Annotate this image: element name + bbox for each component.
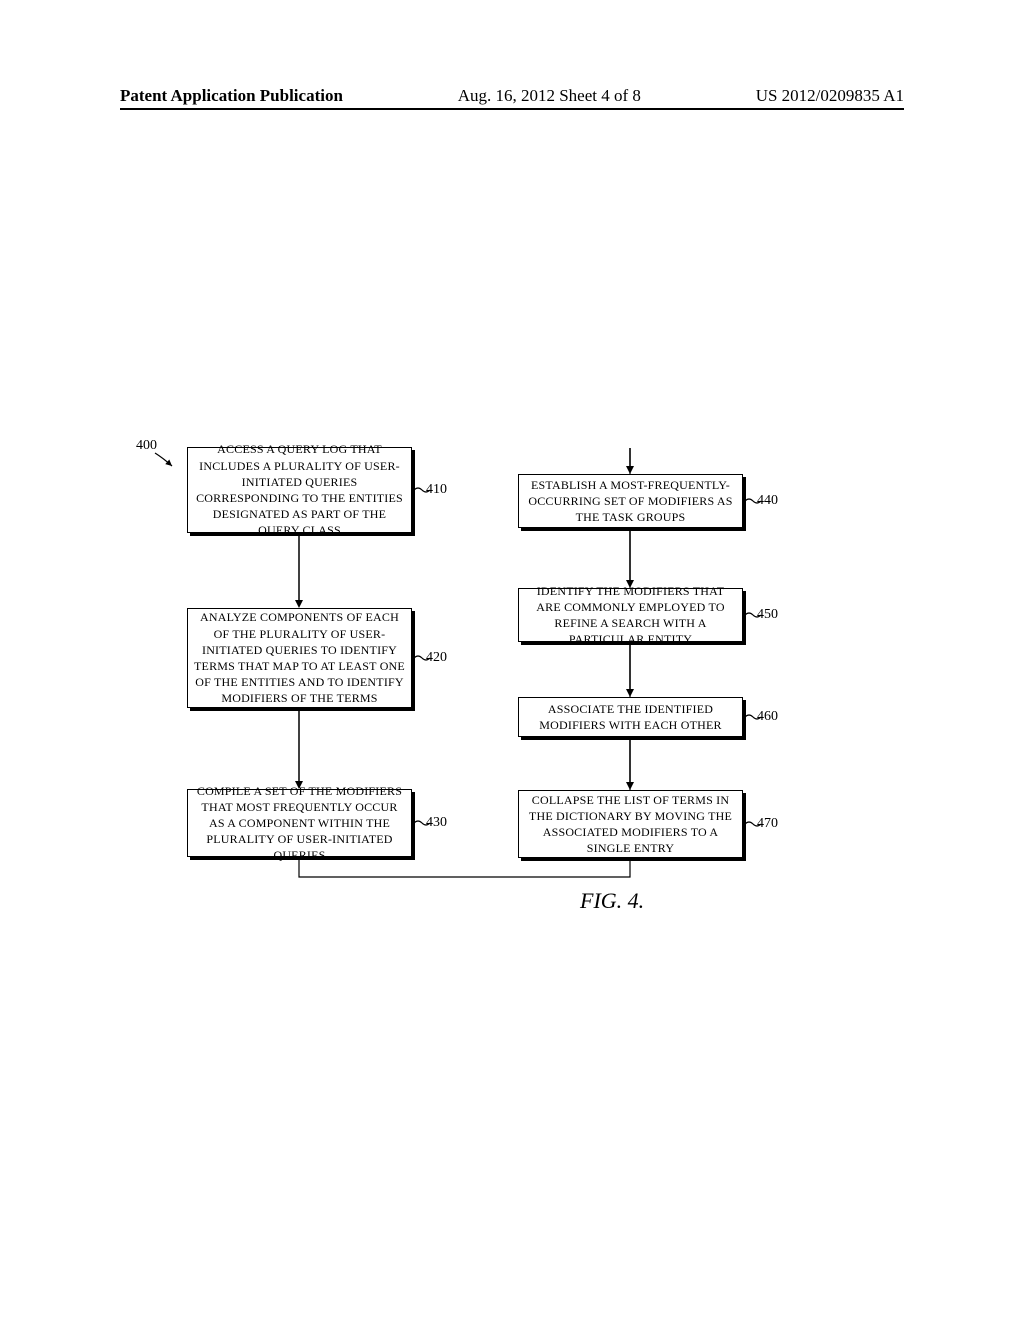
box-450-text: IDENTIFY THE MODIFIERS THAT ARE COMMONLY… <box>525 583 736 648</box>
ref-420: 420 <box>426 650 447 666</box>
ref-450: 450 <box>757 607 778 623</box>
box-430: COMPILE A SET OF THE MODIFIERS THAT MOST… <box>187 789 412 857</box>
box-420: ANALYZE COMPONENTS OF EACH OF THE PLURAL… <box>187 608 412 708</box>
box-440-text: ESTABLISH A MOST-FREQUENTLY-OCCURRING SE… <box>525 477 736 526</box>
ref-460: 460 <box>757 709 778 725</box>
box-410: ACCESS A QUERY LOG THAT INCLUDES A PLURA… <box>187 447 412 533</box>
box-440: ESTABLISH A MOST-FREQUENTLY-OCCURRING SE… <box>518 474 743 528</box>
ref-470: 470 <box>757 816 778 832</box>
figure-caption: FIG. 4. <box>580 888 644 914</box>
box-420-text: ANALYZE COMPONENTS OF EACH OF THE PLURAL… <box>194 609 405 706</box>
ref-440: 440 <box>757 493 778 509</box>
flow-arrows <box>0 0 1024 1320</box>
ref-430: 430 <box>426 815 447 831</box>
box-410-text: ACCESS A QUERY LOG THAT INCLUDES A PLURA… <box>194 441 405 538</box>
page: Patent Application Publication Aug. 16, … <box>0 0 1024 1320</box>
box-460: ASSOCIATE THE IDENTIFIED MODIFIERS WITH … <box>518 697 743 737</box>
box-450: IDENTIFY THE MODIFIERS THAT ARE COMMONLY… <box>518 588 743 642</box>
ref-410: 410 <box>426 482 447 498</box>
box-430-text: COMPILE A SET OF THE MODIFIERS THAT MOST… <box>194 783 405 864</box>
box-470-text: COLLAPSE THE LIST OF TERMS IN THE DICTIO… <box>525 792 736 857</box>
box-460-text: ASSOCIATE THE IDENTIFIED MODIFIERS WITH … <box>525 701 736 733</box>
box-470: COLLAPSE THE LIST OF TERMS IN THE DICTIO… <box>518 790 743 858</box>
